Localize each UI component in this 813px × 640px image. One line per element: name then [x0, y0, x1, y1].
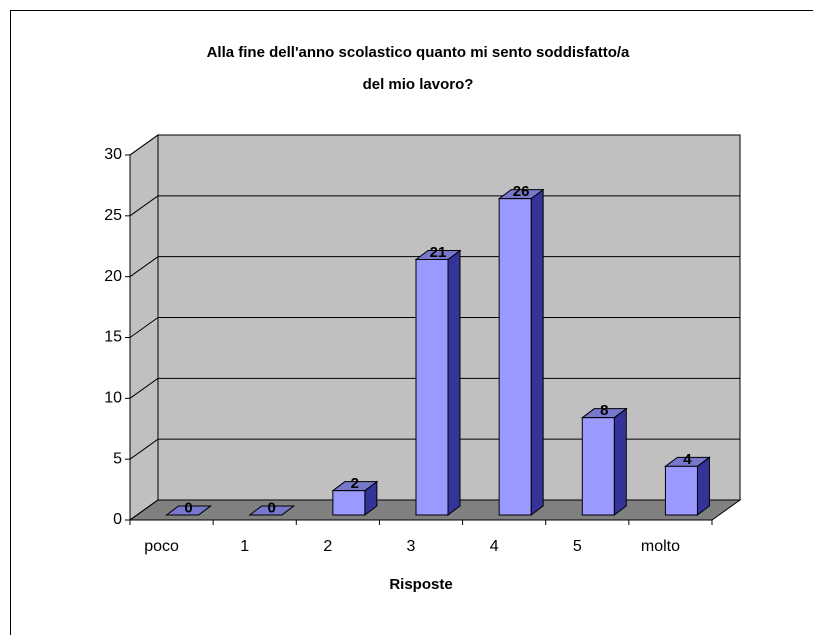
data-label: 4	[683, 451, 692, 468]
bar-side	[448, 251, 460, 516]
y-tick-label: 30	[104, 146, 122, 163]
x-tick-label: 2	[323, 538, 332, 555]
data-label: 21	[430, 244, 447, 261]
y-tick-label: 20	[104, 268, 122, 285]
x-axis-title: Risposte	[389, 576, 452, 593]
data-label: 0	[268, 499, 276, 516]
chart-title: Alla fine dell'anno scolastico quanto mi…	[207, 44, 630, 61]
bar-front	[499, 199, 531, 515]
bar-side	[614, 409, 626, 515]
bar	[416, 251, 460, 516]
x-tick-label: 1	[240, 538, 249, 555]
bar-front	[665, 466, 697, 515]
bar-front	[416, 260, 448, 516]
y-tick-label: 0	[113, 511, 122, 528]
bar	[499, 190, 543, 515]
bar-front	[333, 491, 365, 515]
y-tick-label: 5	[113, 450, 122, 467]
y-tick-label: 25	[104, 207, 122, 224]
x-tick-label: poco	[144, 538, 179, 555]
y-tick-label: 10	[104, 390, 122, 407]
bar-side	[531, 190, 543, 515]
data-label: 2	[351, 475, 359, 492]
bar	[582, 409, 626, 515]
chart-subtitle: del mio lavoro?	[363, 76, 474, 93]
data-label: 26	[513, 183, 530, 200]
x-tick-label: molto	[641, 538, 680, 555]
bar-side	[697, 457, 709, 515]
x-tick-label: 3	[407, 538, 416, 555]
data-label: 0	[184, 499, 192, 516]
y-tick-label: 15	[104, 329, 122, 346]
x-tick-label: 4	[490, 538, 499, 555]
data-label: 8	[600, 402, 608, 419]
x-tick-label: 5	[573, 538, 582, 555]
bar-front	[582, 418, 614, 515]
